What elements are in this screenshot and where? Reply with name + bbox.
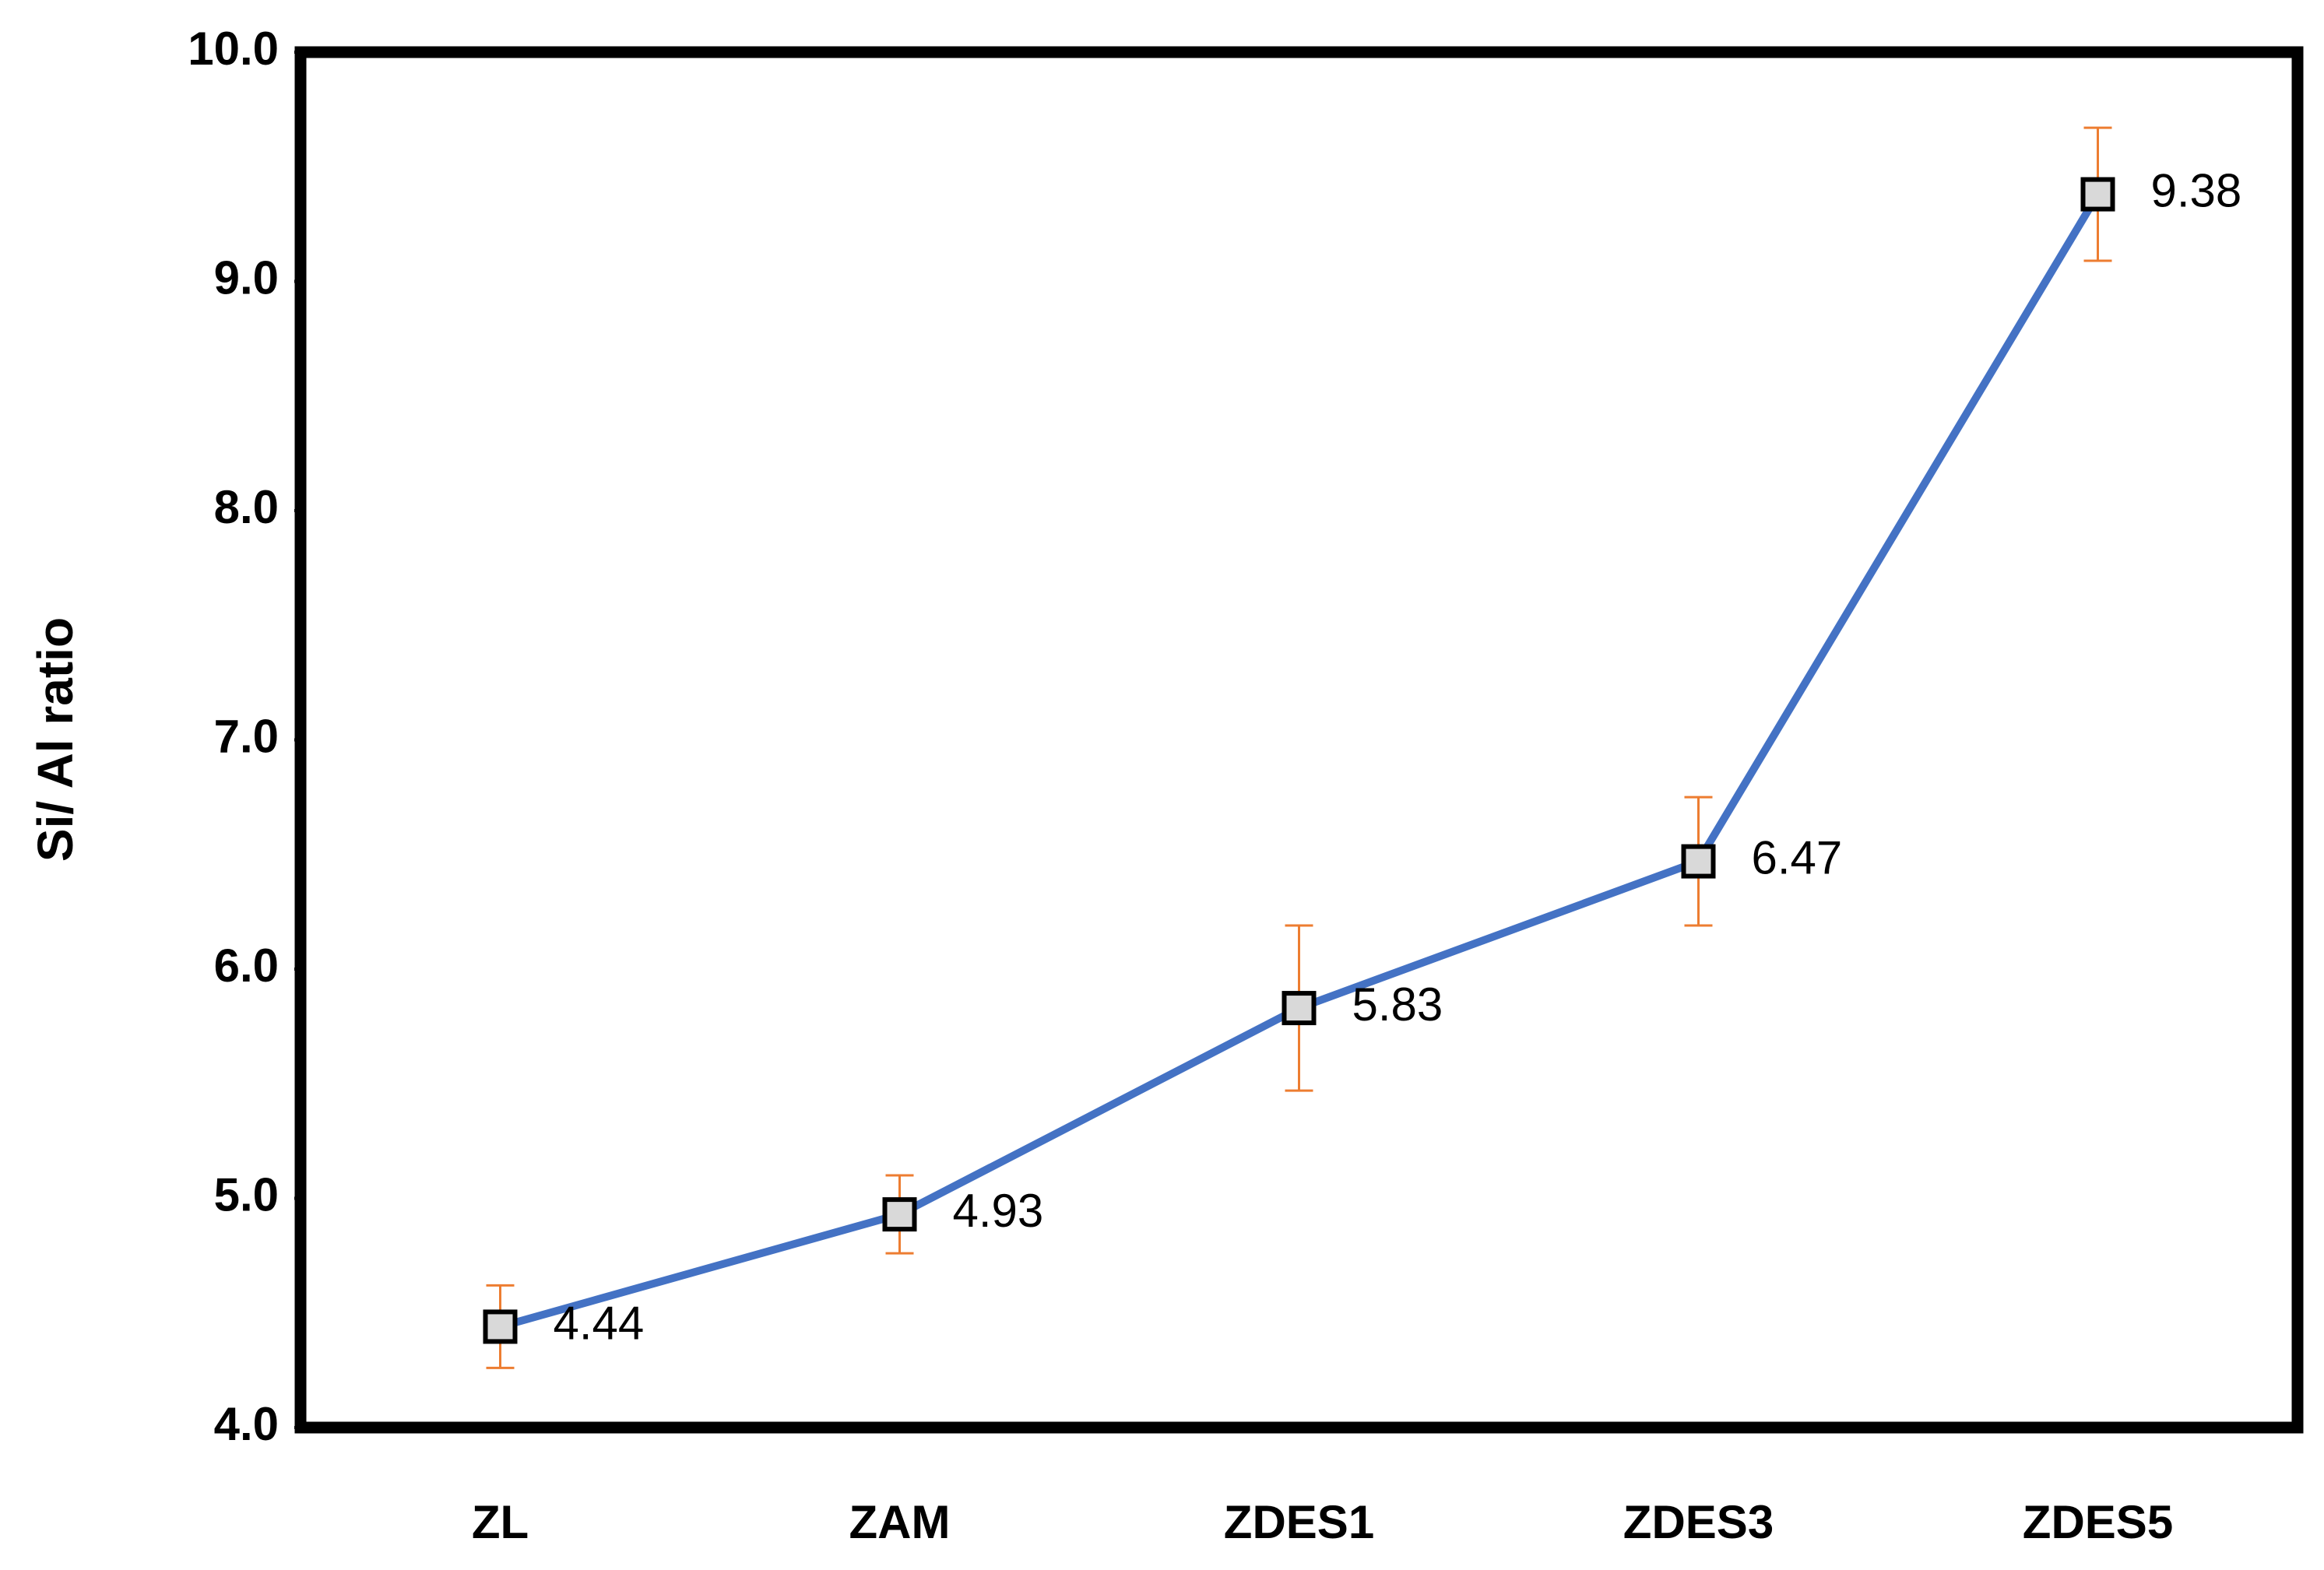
y-tick-label: 4.0 bbox=[214, 1398, 279, 1450]
y-tick-label: 5.0 bbox=[214, 1168, 279, 1221]
x-tick-label: ZDES5 bbox=[2023, 1496, 2173, 1548]
y-tick-label: 7.0 bbox=[214, 710, 279, 762]
plot-frame bbox=[294, 46, 2304, 1434]
x-tick-label: ZDES3 bbox=[1623, 1496, 1774, 1548]
marker bbox=[2080, 177, 2115, 212]
value-label: 4.44 bbox=[554, 1297, 645, 1349]
value-label: 6.47 bbox=[1752, 831, 1843, 883]
x-tick-label: ZL bbox=[472, 1496, 529, 1548]
x-tick-label: ZAM bbox=[849, 1496, 951, 1548]
marker bbox=[1681, 844, 1716, 879]
value-label: 9.38 bbox=[2151, 164, 2242, 216]
value-label: 4.93 bbox=[953, 1185, 1044, 1237]
y-tick-label: 9.0 bbox=[214, 251, 279, 304]
y-axis-title: Si/ Al ratio bbox=[27, 617, 83, 862]
y-tick-label: 8.0 bbox=[214, 481, 279, 533]
value-label: 5.83 bbox=[1352, 978, 1443, 1031]
marker bbox=[483, 1309, 518, 1344]
data-line bbox=[499, 192, 2101, 1331]
y-tick-label: 10.0 bbox=[188, 23, 279, 75]
x-tick-label: ZDES1 bbox=[1224, 1496, 1374, 1548]
marker bbox=[1282, 991, 1317, 1026]
y-tick-label: 6.0 bbox=[214, 940, 279, 992]
marker bbox=[882, 1197, 917, 1232]
